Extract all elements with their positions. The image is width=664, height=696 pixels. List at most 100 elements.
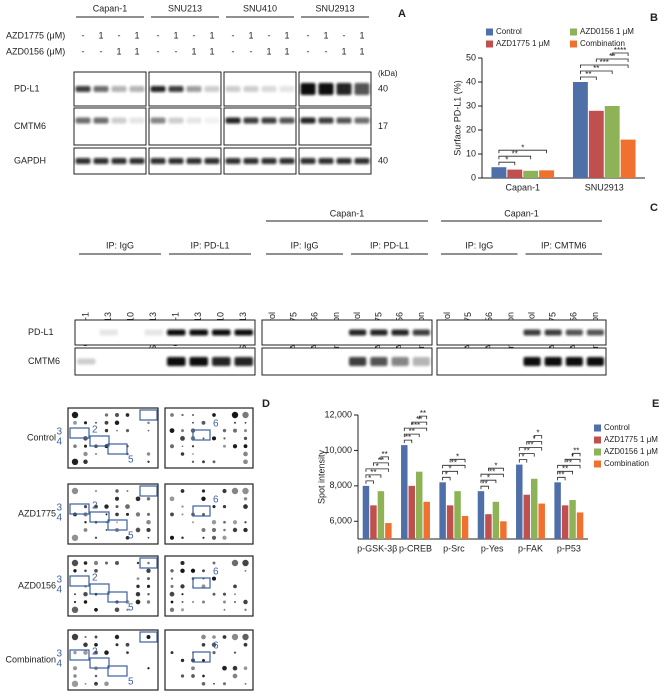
lane-sign: 1 [173, 30, 178, 40]
sig-bracket [403, 439, 413, 444]
sig-label: * [494, 461, 497, 470]
spot [146, 635, 151, 639]
bar [523, 494, 530, 539]
cell-line: SNU410 [243, 3, 277, 13]
panel-label: D [262, 398, 270, 410]
legend-label: AZD1775 1 μM [496, 39, 550, 48]
spot [94, 568, 98, 573]
sig-bracket [533, 435, 543, 439]
sig-bracket [557, 470, 573, 475]
sig-label: * [368, 474, 371, 483]
spot [170, 577, 174, 580]
spot [83, 591, 88, 597]
y-tick-label: 10,000 [324, 445, 352, 455]
spot [212, 635, 216, 639]
band [318, 158, 334, 164]
spot [147, 667, 150, 670]
spot-box [192, 429, 211, 441]
sig-label: ** [524, 447, 530, 456]
x-tick-label: p-GSK-3β [357, 543, 397, 553]
spot [147, 536, 150, 539]
spot-box [69, 649, 90, 661]
lane-sign: - [325, 46, 328, 56]
spot [190, 568, 196, 573]
spot [202, 460, 205, 464]
sig-bracket [498, 149, 547, 154]
ip-label: IP: PD-L1 [370, 240, 409, 250]
array-box [164, 555, 254, 617]
spot [170, 584, 174, 588]
spot [233, 651, 237, 654]
spot-box [69, 503, 90, 515]
spot-number: 4 [56, 585, 62, 596]
sig-bracket [518, 453, 535, 457]
sig-label: * [536, 429, 539, 438]
spot-number: 6 [213, 641, 219, 652]
x-tick-label: p-Src [443, 543, 465, 553]
spot [125, 504, 130, 509]
spot [169, 496, 175, 502]
spot-number: 4 [56, 659, 62, 670]
spot [222, 665, 227, 671]
treatment-label: AZD0156 (μM) [6, 46, 65, 56]
band [349, 357, 367, 366]
y-tick-label: 10 [466, 148, 476, 158]
kda: 40 [378, 83, 388, 93]
lane-sign: - [307, 30, 310, 40]
sig-label: ** [378, 456, 384, 465]
spot [243, 599, 248, 605]
spot [243, 497, 248, 501]
spot [201, 496, 206, 501]
band [129, 158, 145, 164]
spot [211, 576, 217, 581]
spot [105, 529, 108, 531]
bar [401, 445, 408, 539]
band [189, 357, 208, 366]
spot [114, 412, 120, 418]
spot-box [139, 485, 158, 497]
spot [244, 682, 247, 685]
spot [244, 608, 247, 611]
panel-label: C [650, 202, 658, 214]
bar [507, 169, 523, 178]
band [204, 86, 220, 92]
spot [223, 437, 226, 440]
sig-label: ** [482, 479, 488, 488]
y-tick-label: 40 [466, 76, 476, 86]
spot [201, 682, 206, 686]
spot-box [89, 583, 110, 595]
kda: 40 [378, 155, 388, 165]
spot [234, 593, 236, 596]
legend-swatch [570, 28, 577, 36]
spot [104, 561, 109, 565]
legend-label: Combination [580, 39, 625, 48]
sig-bracket [365, 474, 382, 478]
spot [104, 413, 109, 417]
spot [212, 505, 216, 509]
spot-box [107, 591, 128, 603]
spot [146, 497, 151, 501]
spot [222, 535, 227, 540]
spot-number: 2 [92, 501, 98, 512]
bar [491, 167, 507, 178]
spot-box [69, 575, 90, 587]
sig-label: ** [585, 70, 591, 79]
spot [146, 527, 151, 533]
sig-label: * [571, 452, 574, 461]
blot [298, 107, 372, 146]
treatment-label: AZD1775 (μM) [6, 30, 65, 40]
spot [71, 680, 79, 687]
bar [477, 491, 485, 539]
spot [191, 460, 195, 463]
spot [94, 674, 98, 678]
spot-box [192, 505, 211, 517]
array-box [164, 407, 254, 469]
spot-number: 3 [56, 575, 62, 586]
lane-sign: 1 [98, 30, 103, 40]
y-tick-label: 30 [466, 100, 476, 110]
sig-bracket [403, 433, 420, 438]
cell-line: SNU2913 [315, 3, 354, 13]
bar [554, 482, 561, 539]
band [318, 83, 334, 95]
bar [604, 106, 620, 178]
